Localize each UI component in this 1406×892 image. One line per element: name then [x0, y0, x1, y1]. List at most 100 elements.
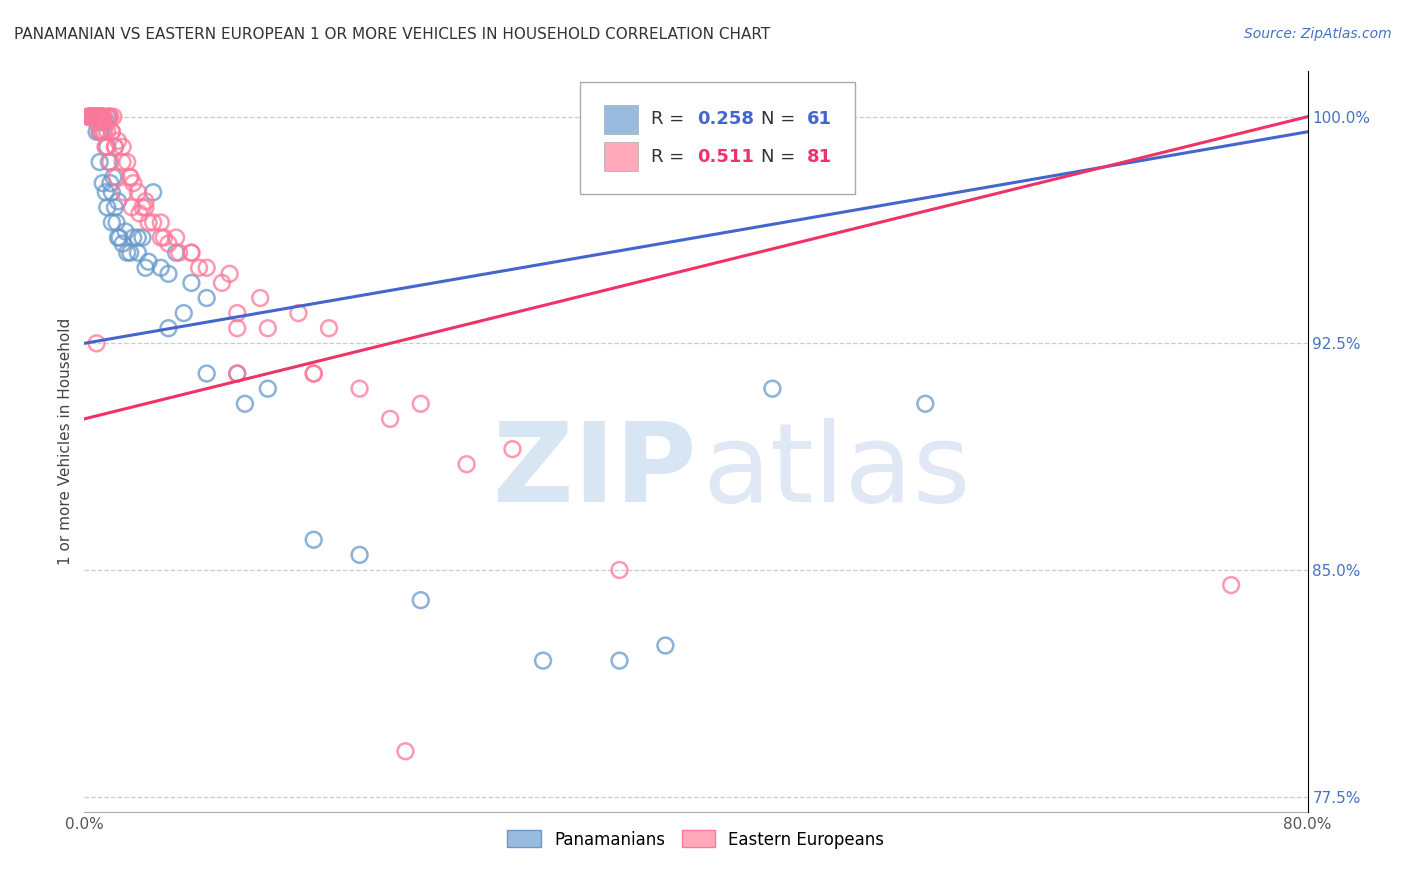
Point: [97, 110, 120, 124]
Point: [149, 230, 172, 244]
Point: [77, 110, 100, 124]
Text: Source: ZipAtlas.com: Source: ZipAtlas.com: [1244, 27, 1392, 41]
Point: [502, 442, 524, 456]
Point: [249, 291, 271, 305]
Point: [127, 230, 149, 244]
Point: [153, 230, 176, 244]
Point: [96, 116, 118, 130]
Point: [96, 200, 118, 214]
Point: [96, 110, 118, 124]
Point: [149, 215, 172, 229]
Point: [114, 225, 136, 239]
Point: [121, 200, 143, 214]
Point: [287, 306, 309, 320]
Point: [226, 306, 249, 320]
Point: [107, 230, 129, 244]
Point: [115, 155, 138, 169]
Point: [157, 321, 180, 335]
Point: [98, 176, 121, 190]
Point: [1220, 578, 1243, 592]
Point: [90, 110, 112, 124]
Point: [195, 367, 218, 381]
Text: 81: 81: [807, 147, 832, 166]
Point: [84, 110, 107, 124]
Point: [218, 267, 240, 281]
Point: [157, 267, 180, 281]
Point: [120, 170, 142, 185]
Point: [103, 170, 125, 185]
Point: [761, 382, 783, 396]
Point: [135, 194, 157, 209]
Point: [94, 140, 117, 154]
Point: [83, 110, 105, 124]
Text: 0.511: 0.511: [697, 147, 754, 166]
Point: [531, 654, 554, 668]
FancyBboxPatch shape: [579, 82, 855, 194]
Point: [195, 291, 218, 305]
Point: [302, 367, 325, 381]
Point: [89, 155, 111, 169]
Point: [142, 186, 165, 200]
Text: ZIP: ZIP: [492, 417, 696, 524]
Point: [122, 230, 145, 244]
Point: [84, 110, 107, 124]
Point: [105, 215, 128, 229]
Point: [89, 125, 111, 139]
Point: [180, 245, 202, 260]
Point: [149, 260, 172, 275]
Point: [173, 306, 195, 320]
Point: [165, 245, 187, 260]
Point: [76, 110, 98, 124]
Point: [135, 200, 157, 214]
Point: [111, 140, 134, 154]
Point: [115, 245, 138, 260]
Point: [83, 110, 105, 124]
Point: [302, 367, 325, 381]
Text: R =: R =: [651, 111, 690, 128]
Point: [84, 110, 107, 124]
Text: N =: N =: [761, 147, 801, 166]
Point: [131, 230, 153, 244]
Point: [91, 125, 114, 139]
Point: [83, 110, 105, 124]
Point: [98, 155, 121, 169]
Point: [86, 110, 108, 124]
Point: [111, 236, 134, 251]
Legend: Panamanians, Eastern Europeans: Panamanians, Eastern Europeans: [501, 823, 891, 855]
Point: [257, 382, 280, 396]
Point: [101, 186, 124, 200]
Point: [86, 125, 108, 139]
Point: [103, 110, 125, 124]
Point: [180, 276, 202, 290]
Point: [257, 321, 280, 335]
Point: [87, 110, 110, 124]
Point: [80, 110, 103, 124]
Point: [111, 155, 134, 169]
Point: [349, 548, 371, 562]
Point: [127, 186, 149, 200]
Point: [77, 110, 100, 124]
Point: [79, 110, 101, 124]
Point: [107, 194, 129, 209]
Point: [380, 412, 402, 426]
Point: [157, 236, 180, 251]
Point: [89, 125, 111, 139]
Point: [394, 744, 416, 758]
Point: [101, 125, 124, 139]
Point: [128, 206, 150, 220]
Point: [180, 245, 202, 260]
Point: [97, 155, 120, 169]
Point: [105, 170, 128, 185]
Point: [86, 110, 108, 124]
Point: [226, 321, 249, 335]
Point: [188, 260, 211, 275]
Point: [96, 140, 118, 154]
Point: [108, 230, 131, 244]
Point: [93, 110, 115, 124]
Point: [138, 215, 160, 229]
Y-axis label: 1 or more Vehicles in Household: 1 or more Vehicles in Household: [58, 318, 73, 566]
Point: [914, 397, 936, 411]
Point: [120, 170, 142, 185]
Point: [226, 367, 249, 381]
Point: [91, 110, 114, 124]
